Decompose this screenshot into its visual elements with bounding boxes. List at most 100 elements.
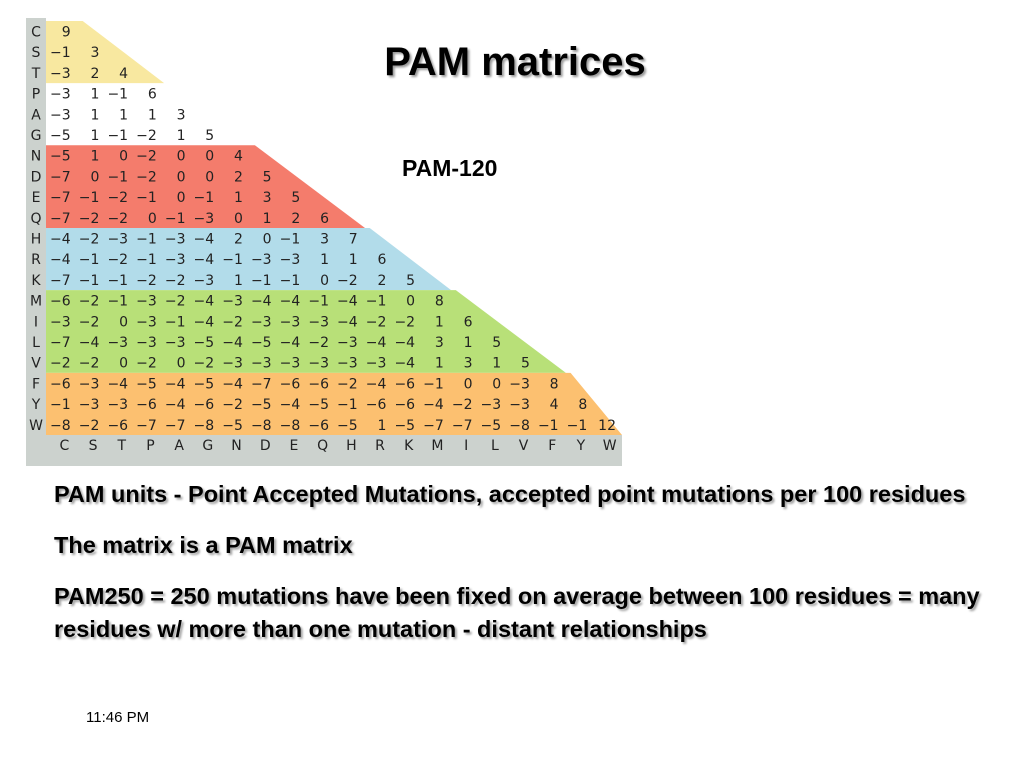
matrix-cell: −2 xyxy=(107,190,128,206)
row-label: W xyxy=(29,418,43,434)
matrix-cell: −3 xyxy=(251,252,272,268)
matrix-cell: 0 xyxy=(177,190,186,206)
matrix-cell: −2 xyxy=(452,397,473,413)
substitution-matrix: C 9CS −1 3ST −3 2 4TP −3 1 −1 6PA −3 1 1 1 3AG −5 1 −1 −2 1 5… xyxy=(26,18,622,466)
matrix-cell: −7 xyxy=(50,211,71,227)
matrix-cell: −4 xyxy=(394,335,415,351)
matrix-cell: 6 xyxy=(377,252,386,268)
matrix-cell: −1 xyxy=(107,294,128,310)
matrix-cell: −7 xyxy=(50,335,71,351)
paragraph-pam250: PAM250 = 250 mutations have been fixed o… xyxy=(54,583,980,642)
column-label: R xyxy=(375,438,385,454)
matrix-cell: 1 xyxy=(148,107,157,123)
matrix-cell: −4 xyxy=(366,376,387,392)
matrix-cell: −2 xyxy=(79,294,100,310)
matrix-cell: 7 xyxy=(349,232,358,248)
matrix-cell: −3 xyxy=(509,376,530,392)
matrix-cell: 3 xyxy=(177,107,186,123)
matrix-cell: −2 xyxy=(366,314,387,330)
matrix-cell: −3 xyxy=(222,356,243,372)
column-label: N xyxy=(231,438,241,454)
column-label: T xyxy=(116,438,126,454)
matrix-cell: 1 xyxy=(492,356,501,372)
column-label: C xyxy=(59,438,69,454)
row-label: K xyxy=(31,273,41,289)
matrix-cell: −3 xyxy=(165,232,186,248)
matrix-cell: 4 xyxy=(550,397,559,413)
matrix-cell: 6 xyxy=(464,314,473,330)
matrix-cell: 1 xyxy=(435,314,444,330)
matrix-cell: 1 xyxy=(90,128,99,144)
row-label: E xyxy=(32,190,41,206)
matrix-cell: −5 xyxy=(251,335,272,351)
matrix-cell: 0 xyxy=(148,211,157,227)
matrix-cell: −7 xyxy=(423,418,444,434)
matrix-cell: −4 xyxy=(165,376,186,392)
matrix-cell: −7 xyxy=(50,273,71,289)
matrix-cell: −5 xyxy=(50,128,71,144)
group-band-h-r-k xyxy=(46,228,452,291)
matrix-cell: 5 xyxy=(521,356,530,372)
matrix-cell: −4 xyxy=(165,397,186,413)
matrix-cell: −6 xyxy=(308,376,329,392)
matrix-cell: −6 xyxy=(50,294,71,310)
matrix-cell: 2 xyxy=(377,273,386,289)
matrix-cell: −1 xyxy=(79,190,100,206)
matrix-cell: −3 xyxy=(79,397,100,413)
matrix-cell: −4 xyxy=(194,252,215,268)
matrix-cell: −4 xyxy=(251,294,272,310)
group-band-n-d-e-q xyxy=(46,145,365,228)
matrix-cell: −3 xyxy=(107,397,128,413)
matrix-cell: 3 xyxy=(464,356,473,372)
matrix-cell: −5 xyxy=(394,418,415,434)
matrix-cell: −4 xyxy=(423,397,444,413)
matrix-cell: −6 xyxy=(394,376,415,392)
column-label: A xyxy=(174,438,184,454)
matrix-cell: −6 xyxy=(308,418,329,434)
row-label: R xyxy=(31,252,41,268)
matrix-cell: 6 xyxy=(320,211,329,227)
matrix-cell: −3 xyxy=(107,335,128,351)
matrix-cell: −2 xyxy=(308,335,329,351)
pam120-matrix-figure: C 9 C S −1 3 S T −3 2 4 T P −3 1 −1 6 P A −3 1 1 1 3 A G −5 1 −1 −2 1 5… xyxy=(26,18,622,466)
matrix-cell: −8 xyxy=(509,418,530,434)
matrix-cell: 5 xyxy=(263,169,272,185)
matrix-cell: 4 xyxy=(119,66,128,82)
matrix-cell: −7 xyxy=(452,418,473,434)
matrix-cell: −3 xyxy=(107,232,128,248)
matrix-cell: 0 xyxy=(205,169,214,185)
matrix-cell: −4 xyxy=(79,335,100,351)
matrix-cell: −2 xyxy=(136,128,157,144)
matrix-cell: 1 xyxy=(90,87,99,103)
column-label: I xyxy=(464,438,468,454)
row-label: V xyxy=(31,356,41,372)
matrix-cell: 2 xyxy=(234,169,243,185)
matrix-cell: −4 xyxy=(50,252,71,268)
matrix-cell: −4 xyxy=(107,376,128,392)
matrix-cell: −5 xyxy=(222,418,243,434)
matrix-cell: 1 xyxy=(119,107,128,123)
matrix-cell: −5 xyxy=(337,418,358,434)
matrix-cell: 3 xyxy=(263,190,272,206)
matrix-cell: −1 xyxy=(280,232,301,248)
matrix-cell: −1 xyxy=(366,294,387,310)
matrix-cell: −4 xyxy=(337,314,358,330)
matrix-cell: −1 xyxy=(107,273,128,289)
column-label: L xyxy=(491,438,499,454)
column-label: K xyxy=(404,438,414,454)
matrix-cell: −2 xyxy=(136,149,157,165)
row-label: Y xyxy=(31,397,41,413)
matrix-cell: −1 xyxy=(308,294,329,310)
matrix-cell: −1 xyxy=(567,418,588,434)
column-label: W xyxy=(603,438,617,454)
paragraph-matrix-type: The matrix is a PAM matrix xyxy=(54,532,353,558)
matrix-cell: −4 xyxy=(50,232,71,248)
matrix-cell: −3 xyxy=(337,356,358,372)
matrix-cell: −1 xyxy=(107,169,128,185)
matrix-cell: 1 xyxy=(263,211,272,227)
matrix-cell: −3 xyxy=(222,294,243,310)
matrix-cell: −3 xyxy=(308,314,329,330)
matrix-cell: 0 xyxy=(119,356,128,372)
matrix-cell: −2 xyxy=(222,397,243,413)
matrix-cell: −1 xyxy=(136,252,157,268)
